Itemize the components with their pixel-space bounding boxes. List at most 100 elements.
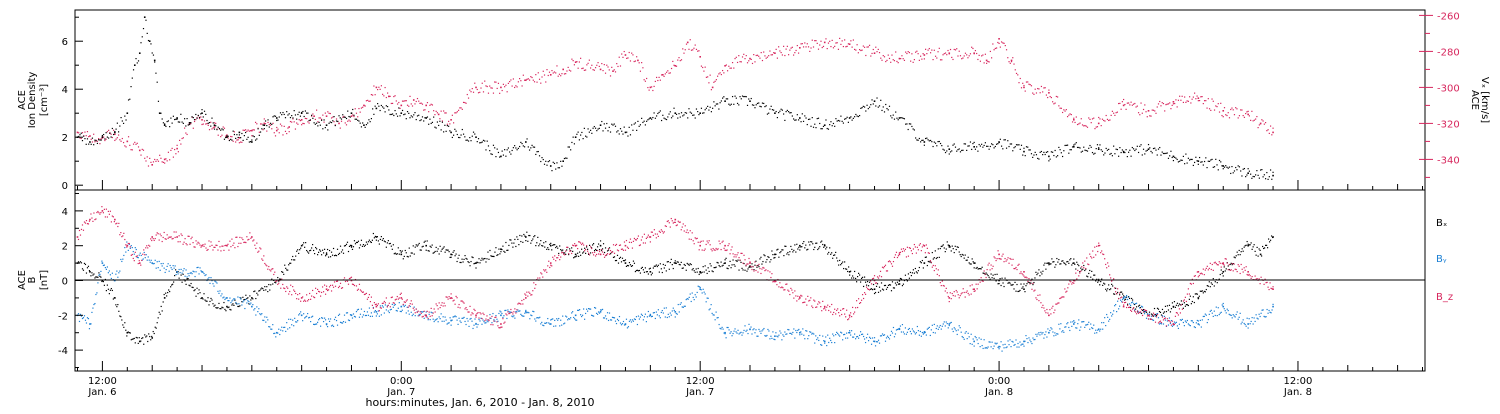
data-dot	[93, 133, 95, 135]
data-dot	[915, 51, 917, 53]
data-dot	[684, 49, 686, 51]
data-dot	[412, 313, 414, 315]
data-dot	[293, 121, 295, 123]
data-dot	[914, 267, 916, 270]
data-dot	[546, 164, 548, 166]
data-dot	[1008, 145, 1010, 148]
data-dot	[948, 246, 950, 248]
data-dot	[634, 60, 637, 62]
data-dot	[1058, 258, 1060, 261]
data-dot	[1151, 152, 1153, 154]
data-dot	[369, 241, 372, 243]
data-dot	[330, 121, 333, 124]
data-dot	[1081, 269, 1083, 271]
data-dot	[124, 322, 126, 324]
data-dot	[94, 277, 96, 279]
data-dot	[418, 315, 420, 317]
data-dot	[1035, 92, 1038, 94]
data-dot	[443, 110, 445, 112]
data-dot	[426, 116, 429, 118]
data-dot	[150, 238, 152, 240]
data-dot	[471, 312, 473, 314]
data-point	[799, 47, 801, 49]
data-dot	[1093, 274, 1095, 276]
data-dot	[382, 302, 384, 304]
data-dot	[759, 258, 761, 260]
data-dot	[596, 64, 598, 66]
data-dot	[1219, 312, 1221, 314]
data-point	[400, 305, 403, 308]
data-dot	[908, 123, 911, 125]
data-dot	[881, 288, 884, 290]
data-dot	[748, 98, 750, 100]
data-dot	[851, 277, 853, 279]
data-dot	[1063, 262, 1065, 264]
data-dot	[484, 140, 486, 142]
data-dot	[871, 337, 874, 339]
data-dot	[134, 247, 136, 249]
data-dot	[917, 330, 919, 332]
data-dot	[751, 104, 754, 106]
data-dot	[149, 245, 151, 247]
data-dot	[1159, 146, 1161, 149]
data-dot	[631, 124, 633, 126]
data-dot	[1234, 316, 1236, 318]
data-dot	[598, 312, 601, 314]
data-dot	[576, 255, 578, 257]
data-dot	[294, 259, 296, 261]
data-dot	[557, 257, 559, 259]
data-dot	[1132, 148, 1135, 150]
data-dot	[423, 317, 425, 319]
data-dot	[254, 121, 257, 123]
data-dot	[512, 246, 514, 248]
data-dot	[717, 75, 719, 77]
data-dot	[293, 325, 295, 327]
data-dot	[283, 273, 285, 275]
data-dot	[1009, 62, 1011, 64]
data-point	[898, 117, 901, 119]
data-dot	[479, 320, 481, 322]
data-dot	[232, 140, 234, 142]
data-dot	[540, 82, 542, 84]
data-dot	[664, 73, 666, 75]
data-dot	[770, 105, 772, 107]
data-dot	[697, 267, 699, 270]
data-dot	[840, 43, 842, 46]
data-dot	[279, 279, 281, 282]
data-dot	[178, 277, 180, 279]
data-dot	[852, 39, 854, 41]
data-dot	[1188, 298, 1190, 300]
data-dot	[356, 309, 359, 311]
data-dot	[929, 139, 932, 142]
data-dot	[893, 118, 896, 120]
data-dot	[324, 319, 327, 321]
data-point	[500, 86, 502, 89]
data-dot	[1114, 114, 1116, 116]
data-dot	[729, 104, 731, 106]
data-dot	[1042, 332, 1044, 334]
data-dot	[1260, 123, 1262, 125]
data-point	[350, 115, 353, 117]
data-dot	[126, 241, 128, 243]
data-dot	[717, 262, 719, 264]
data-dot	[144, 157, 146, 159]
data-dot	[1015, 290, 1017, 292]
data-dot	[941, 245, 943, 247]
data-dot	[78, 229, 81, 232]
data-dot	[1069, 149, 1071, 151]
data-dot	[1237, 165, 1239, 167]
data-dot	[492, 144, 495, 146]
data-dot	[723, 72, 725, 74]
data-dot	[407, 256, 409, 258]
data-dot	[279, 278, 281, 280]
data-dot	[905, 123, 907, 125]
data-dot	[583, 69, 585, 71]
data-dot	[1047, 151, 1049, 153]
data-dot	[247, 129, 249, 131]
data-dot	[121, 137, 123, 140]
data-dot	[1261, 119, 1263, 121]
data-dot	[1156, 106, 1158, 108]
data-dot	[336, 324, 339, 326]
data-dot	[502, 316, 504, 319]
data-dot	[288, 264, 290, 266]
